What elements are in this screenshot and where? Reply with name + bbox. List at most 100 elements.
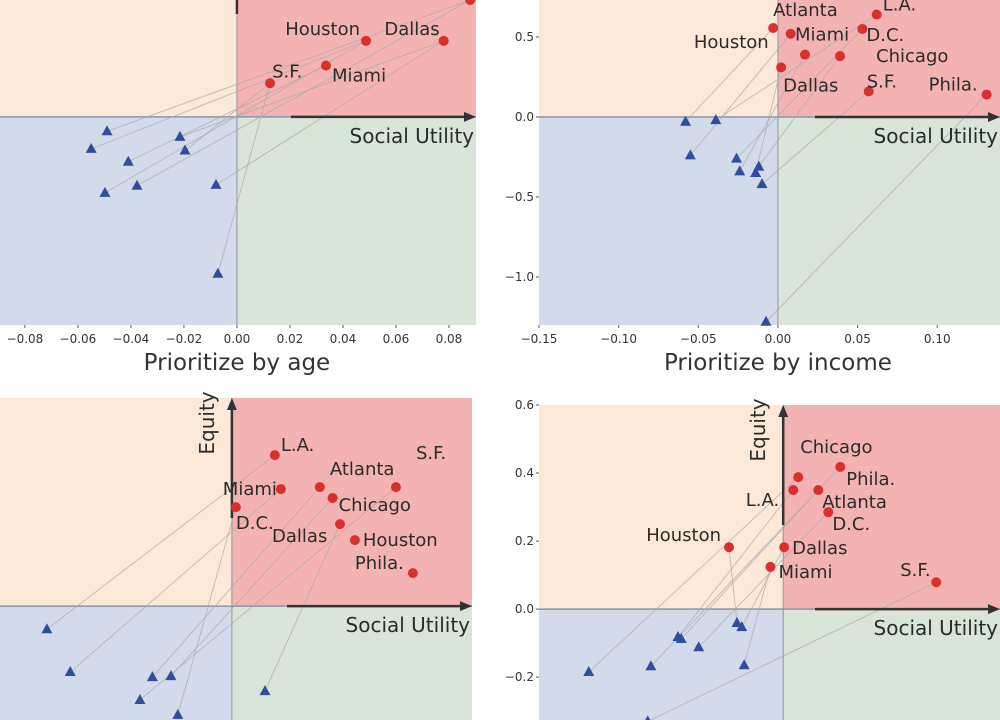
circle-marker xyxy=(275,484,286,495)
triangle-marker xyxy=(680,115,692,126)
city-label: Dallas xyxy=(384,19,439,40)
x-axis-label: Social Utility xyxy=(346,613,471,637)
triangle-marker xyxy=(174,130,186,141)
triangle-marker xyxy=(583,666,595,677)
panel-title: Prioritize by age xyxy=(144,350,331,376)
link-line xyxy=(139,486,397,701)
circle-marker xyxy=(857,23,868,34)
link-line xyxy=(217,83,271,274)
y-tick-label: 0.5 xyxy=(515,30,534,44)
link-line xyxy=(46,454,276,630)
x-axis-label: Social Utility xyxy=(874,616,999,640)
x-tick-label: 0.00 xyxy=(224,332,251,346)
y-tick-label: −1.0 xyxy=(505,270,534,284)
arrow-head-icon xyxy=(778,405,789,417)
link-line xyxy=(736,28,863,159)
triangle-marker xyxy=(750,166,762,177)
triangle-marker xyxy=(122,155,134,166)
link-line xyxy=(755,67,782,174)
circle-marker xyxy=(327,492,338,503)
triangle-marker xyxy=(731,152,743,163)
circle-marker xyxy=(438,35,449,46)
triangle-marker xyxy=(172,708,184,719)
circle-marker xyxy=(407,568,418,579)
x-tick-label: −0.15 xyxy=(521,332,558,346)
quadrant-bottom-left xyxy=(539,116,778,325)
x-tick-label: 0.02 xyxy=(277,332,304,346)
circle-marker xyxy=(981,89,992,100)
triangle-marker xyxy=(179,144,191,155)
city-label: S.F. xyxy=(867,71,897,92)
link-line xyxy=(765,94,987,323)
city-label: S.F. xyxy=(900,560,930,581)
city-label: D.C. xyxy=(428,0,466,3)
x-tick-label: −0.08 xyxy=(7,332,44,346)
quadrant-top-left xyxy=(539,0,778,117)
link-line xyxy=(698,511,829,648)
circle-marker xyxy=(823,507,834,518)
city-label: Miami xyxy=(332,66,386,87)
link-line xyxy=(184,82,271,151)
circle-marker xyxy=(871,9,882,20)
city-label: Dallas xyxy=(792,538,847,559)
city-label: D.C. xyxy=(866,25,904,46)
arrow-head-icon xyxy=(464,111,476,122)
quadrant-bottom-right xyxy=(236,116,476,325)
city-label: Atlanta xyxy=(773,0,838,21)
circle-marker xyxy=(465,0,476,5)
arrow-head-icon xyxy=(988,111,1000,122)
quadrant-top-right xyxy=(231,398,472,607)
circle-marker xyxy=(931,577,942,588)
x-axis-label: Social Utility xyxy=(350,124,475,148)
triangle-marker xyxy=(734,165,746,176)
link-line xyxy=(179,40,444,138)
city-label: S.F. xyxy=(272,61,302,82)
triangle-marker xyxy=(645,715,651,720)
city-label: Dallas xyxy=(272,526,327,547)
y-axis-label: Equity xyxy=(195,391,219,454)
triangle-marker xyxy=(693,641,705,652)
quadrant-top-right xyxy=(777,0,1000,117)
quadrant-top-right xyxy=(783,405,1000,610)
link-line xyxy=(728,547,738,624)
panel-1: Social Utility −0.08 −0.06 −0.04 −0.02 0.00 0.… xyxy=(0,0,476,376)
circle-marker xyxy=(724,542,735,553)
triangle-marker xyxy=(146,671,158,682)
triangle-marker xyxy=(165,670,177,681)
x-axis-label: Social Utility xyxy=(874,124,999,148)
triangle-marker xyxy=(259,685,271,696)
link-line xyxy=(215,40,444,186)
y-tick-label: 0.0 xyxy=(515,602,534,616)
panel-2: Social Utility −0.15 −0.10 −0.05 0.00 0.05 0.1… xyxy=(505,0,1000,376)
triangle-marker xyxy=(85,142,97,153)
link-line xyxy=(758,55,841,167)
y-axis-label: Equity xyxy=(746,398,770,461)
link-line xyxy=(106,0,471,132)
x-tick-label: −0.04 xyxy=(113,332,150,346)
y-tick-label: −0.5 xyxy=(505,190,534,204)
circle-marker xyxy=(813,485,824,496)
link-line xyxy=(690,33,791,156)
city-label: L.A. xyxy=(281,435,314,456)
quadrant-top-left xyxy=(539,405,784,610)
link-line xyxy=(761,91,870,185)
triangle-marker xyxy=(210,178,222,189)
x-tick-label: −0.06 xyxy=(60,332,97,346)
y-tick-label: 0.4 xyxy=(515,466,534,480)
x-tick-label: −0.02 xyxy=(166,332,203,346)
x-tick-label: −0.05 xyxy=(680,332,717,346)
triangle-marker xyxy=(101,125,113,136)
circle-marker xyxy=(835,51,846,62)
circle-marker xyxy=(390,482,401,493)
triangle-marker xyxy=(736,621,748,632)
city-label: Miami xyxy=(223,479,277,500)
triangle-marker xyxy=(64,666,76,677)
circle-marker xyxy=(788,485,799,496)
triangle-marker xyxy=(675,633,687,644)
link-line xyxy=(264,523,341,692)
circle-marker xyxy=(349,535,360,546)
triangle-marker xyxy=(645,660,657,671)
circle-marker xyxy=(779,542,790,553)
y-tick-label: 0.0 xyxy=(515,110,534,124)
